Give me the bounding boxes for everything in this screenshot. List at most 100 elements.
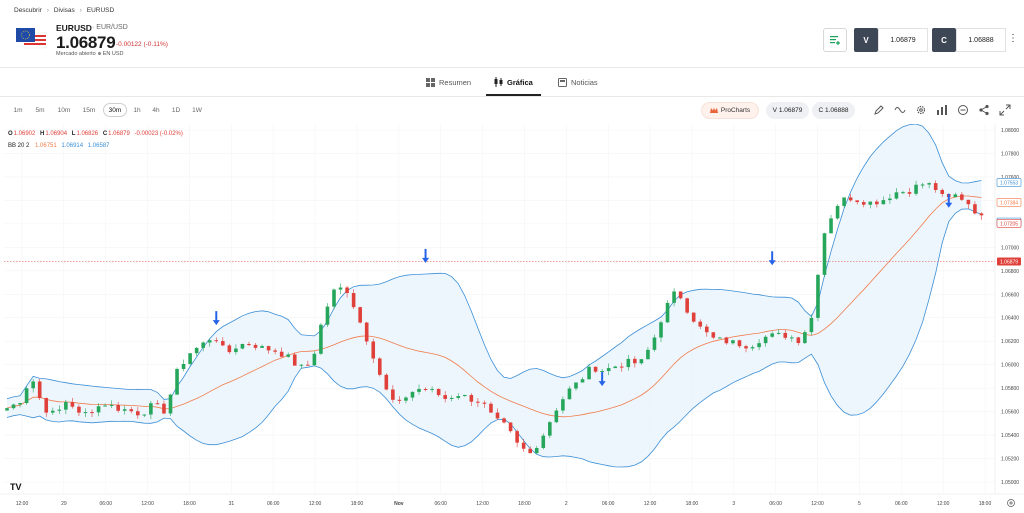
candle [417,384,421,395]
watchlist-button[interactable] [823,28,847,52]
candle [410,391,415,401]
candle [18,402,22,408]
more-options-icon[interactable]: ⋮ [1008,33,1018,44]
y-tick-label: 1.06600 [1001,292,1019,298]
tab-news-label: Noticias [571,77,598,87]
candle [109,400,114,409]
buy-price[interactable]: 1.06888 [956,28,1006,52]
x-tick-label: 18:00 [979,501,992,507]
svg-text:1.06879: 1.06879 [1000,260,1018,266]
legend-high-label: H [40,131,44,137]
candle [181,359,186,372]
timeframe-1w[interactable]: 1W [192,106,202,114]
candle [404,396,408,404]
candle [901,190,905,195]
candle [24,386,29,405]
tab-chart[interactable]: Gráfica [494,74,533,90]
crown-icon [709,107,718,113]
goto-date-icon[interactable] [1007,499,1015,507]
tab-news[interactable]: Noticias [558,74,598,90]
sell-price-pill[interactable]: V 1.06879 [766,102,809,119]
x-tick-label: 06:00 [602,501,615,507]
candle [495,408,500,421]
candle [783,330,788,340]
candle [227,343,232,355]
candle [868,201,873,209]
x-tick-label: 12:00 [141,501,154,507]
share-icon[interactable] [978,104,990,116]
timeframe-15m[interactable]: 15m [82,106,96,114]
candle [515,429,519,448]
candle [613,365,618,369]
candle [279,347,284,358]
breadcrumb-discover[interactable]: Descubrir [14,7,42,14]
candle [927,182,931,189]
x-tick-label: 18:00 [351,501,364,507]
zoom-out-icon[interactable] [957,104,969,116]
y-tick-label: 1.06800 [1001,269,1019,275]
candle [129,406,134,414]
separator-dot [97,52,101,56]
timeframe-1d[interactable]: 1D [171,106,181,114]
candle [319,323,323,355]
buy-price-pill[interactable]: C 1.06888 [812,102,855,119]
current-price-tag: 1.06879 [997,257,1021,266]
candle [364,321,369,345]
timeframe-30m[interactable]: 30m [103,103,127,117]
timeframe-10m[interactable]: 10m [57,106,71,114]
y-tick-label: 1.05800 [1001,386,1019,392]
candle [776,329,781,335]
candle [685,297,689,315]
candle [966,199,971,209]
candle [482,400,487,408]
procharts-label: ProCharts [720,107,751,114]
legend-low-label: L [72,131,76,137]
indicators-icon[interactable] [894,104,906,116]
candle [149,401,153,420]
price-chart[interactable]: 1.080001.078001.076001.074001.072001.070… [0,124,1024,513]
legend-open: 1.06902 [14,131,36,137]
list-add-icon [830,36,840,45]
candle [57,405,62,414]
timeframe-1m[interactable]: 1m [13,106,23,114]
legend-close-label: C [103,131,108,137]
candle [247,341,251,347]
draw-pencil-icon[interactable] [873,104,885,116]
sell-price[interactable]: 1.06879 [878,28,928,52]
band-value-tag: 1.07205 [996,218,1022,228]
y-tick-label: 1.07800 [1001,151,1019,157]
band-value-tag: 1.07553 [996,178,1022,187]
buy-button[interactable]: C [932,28,956,52]
candle [136,407,140,419]
candle [312,351,317,367]
legend-low: 1.06826 [76,131,98,137]
sell-button[interactable]: V [854,28,878,52]
timeframe-4h[interactable]: 4h [152,106,160,114]
x-tick-label: 18:00 [518,501,531,507]
x-tick-label: 12:00 [937,501,950,507]
x-tick-label: 12:00 [476,501,489,507]
candle [744,344,748,353]
candle [704,324,709,337]
candle [234,344,238,355]
timeframe-5m[interactable]: 5m [35,106,45,114]
procharts-button[interactable]: ProCharts [701,102,759,119]
eu-us-flag-icon [16,28,46,49]
arrow-down-icon [212,311,220,326]
tab-summary[interactable]: Resumen [426,74,471,90]
gear-icon[interactable] [915,104,927,116]
timeframe-1h[interactable]: 1h [133,106,141,114]
grid-icon [426,77,435,87]
fullscreen-icon[interactable] [999,104,1011,116]
candle [5,407,9,411]
chart-type-icon[interactable] [936,104,948,116]
candle [377,357,382,377]
candle [371,338,376,364]
candle [201,341,205,352]
breadcrumb-currencies[interactable]: Divisas [53,7,75,14]
candle [502,417,506,424]
y-tick-label: 1.05600 [1001,410,1019,416]
y-tick-label: 1.05200 [1001,457,1019,463]
candle [816,273,820,322]
candle [534,445,539,454]
